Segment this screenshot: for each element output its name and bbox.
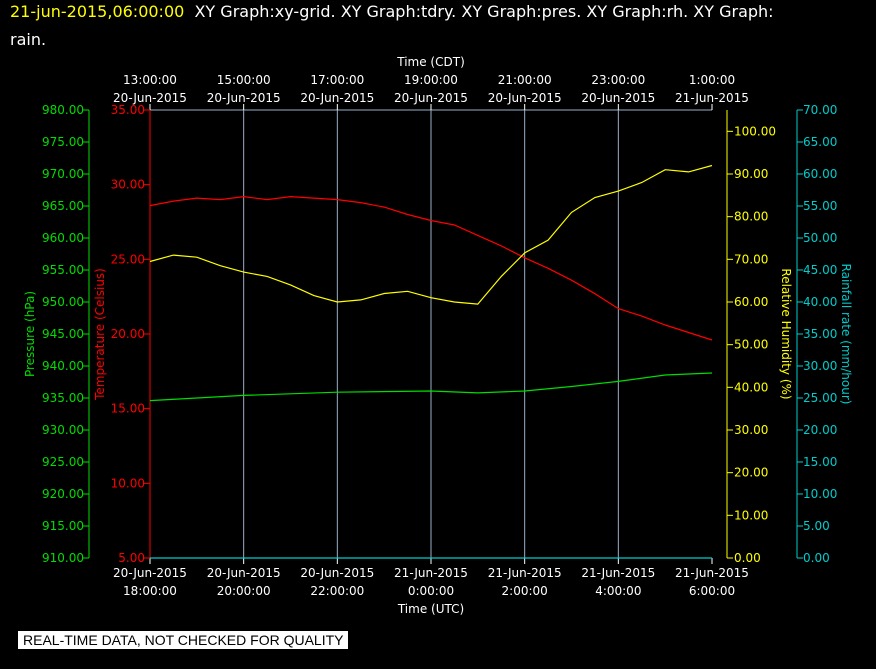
x-top-tick-date: 20-Jun-2015	[300, 91, 374, 105]
x-bottom-tick-time: 0:00:00	[408, 584, 454, 598]
x-bottom-axis-label: Time (UTC)	[397, 602, 464, 616]
pres-tick-label: 925.00	[42, 455, 84, 469]
rain-axis-title: Rainfall rate (mm/hour)	[839, 264, 853, 405]
tdry-tick-label: 20.00	[111, 327, 145, 341]
x-top-tick-date: 20-Jun-2015	[113, 91, 187, 105]
rain-tick-label: 15.00	[803, 455, 837, 469]
grid	[243, 110, 619, 558]
x-top-tick-time: 17:00:00	[310, 73, 364, 87]
x-bottom-tick-time: 4:00:00	[595, 584, 641, 598]
rh-tick-label: 10.00	[734, 508, 768, 522]
rain-tick-label: 55.00	[803, 199, 837, 213]
rain-tick-label: 70.00	[803, 103, 837, 117]
pres-series-line	[149, 372, 713, 402]
x-bottom-tick-date: 21-Jun-2015	[488, 566, 562, 580]
tdry-tick-label: 15.00	[111, 402, 145, 416]
rh-tick-label: 90.00	[734, 167, 768, 181]
x-top-tick-date: 20-Jun-2015	[488, 91, 562, 105]
x-top-tick-time: 19:00:00	[404, 73, 458, 87]
x-bottom-tick-time: 2:00:00	[502, 584, 548, 598]
x-top-tick-time: 21:00:00	[498, 73, 552, 87]
x-top-tick-date: 20-Jun-2015	[581, 91, 655, 105]
rh-tick-label: 20.00	[734, 466, 768, 480]
rain-tick-label: 40.00	[803, 295, 837, 309]
x-bottom-tick-time: 20:00:00	[217, 584, 271, 598]
pres-tick-label: 910.00	[42, 551, 84, 565]
rain-tick-label: 50.00	[803, 231, 837, 245]
tdry-tick-label: 35.00	[111, 103, 145, 117]
rh-tick-label: 60.00	[734, 295, 768, 309]
tdry-tick-label: 5.00	[118, 551, 145, 565]
pres-tick-label: 945.00	[42, 327, 84, 341]
pres-axis-title: Pressure (hPa)	[23, 291, 37, 377]
x-top-tick-time: 13:00:00	[123, 73, 177, 87]
header-timestamp: 21-jun-2015,06:00:00	[10, 2, 185, 21]
pres-tick-label: 940.00	[42, 359, 84, 373]
rain-tick-label: 20.00	[803, 423, 837, 437]
series-lines	[149, 164, 713, 559]
pres-tick-label: 935.00	[42, 391, 84, 405]
x-bottom-tick-date: 20-Jun-2015	[300, 566, 374, 580]
x-top-tick-date: 20-Jun-2015	[394, 91, 468, 105]
tdry-axis-title: Temperature (Celsius)	[93, 268, 107, 401]
x-top-tick-time: 1:00:00	[689, 73, 735, 87]
x-top-tick-date: 20-Jun-2015	[207, 91, 281, 105]
x-top-tick-date: 21-Jun-2015	[675, 91, 749, 105]
rain-tick-label: 5.00	[803, 519, 830, 533]
pres-tick-label: 980.00	[42, 103, 84, 117]
pres-tick-label: 970.00	[42, 167, 84, 181]
pres-tick-label: 955.00	[42, 263, 84, 277]
rain-tick-label: 45.00	[803, 263, 837, 277]
header-graph-list: XY Graph:xy-grid. XY Graph:tdry. XY Grap…	[194, 2, 774, 21]
tdry-series-line	[149, 195, 713, 341]
x-bottom-tick-date: 21-Jun-2015	[581, 566, 655, 580]
x-top-axis-label: Time (CDT)	[396, 55, 465, 69]
pres-tick-label: 960.00	[42, 231, 84, 245]
rh-tick-label: 30.00	[734, 423, 768, 437]
x-bottom-tick-date: 20-Jun-2015	[113, 566, 187, 580]
rh-tick-label: 50.00	[734, 338, 768, 352]
rain-tick-label: 35.00	[803, 327, 837, 341]
quality-disclaimer: REAL-TIME DATA, NOT CHECKED FOR QUALITY	[18, 631, 349, 649]
x-bottom-tick-date: 21-Jun-2015	[394, 566, 468, 580]
header-title: 21-jun-2015,06:00:00 XY Graph:xy-grid. X…	[10, 2, 774, 21]
pres-tick-label: 920.00	[42, 487, 84, 501]
x-bottom-tick-date: 21-Jun-2015	[675, 566, 749, 580]
x-top-tick-time: 23:00:00	[591, 73, 645, 87]
rh-axis-title: Relative Humidity (%)	[779, 268, 793, 399]
tdry-tick-label: 25.00	[111, 252, 145, 266]
rh-series-line	[149, 164, 713, 305]
rain-tick-label: 30.00	[803, 359, 837, 373]
pres-tick-label: 975.00	[42, 135, 84, 149]
rain-tick-label: 10.00	[803, 487, 837, 501]
rh-tick-label: 40.00	[734, 380, 768, 394]
x-bottom-tick-time: 18:00:00	[123, 584, 177, 598]
rh-tick-label: 80.00	[734, 210, 768, 224]
tdry-tick-label: 30.00	[111, 178, 145, 192]
x-bottom-tick-date: 20-Jun-2015	[207, 566, 281, 580]
x-bottom-tick-time: 6:00:00	[689, 584, 735, 598]
pres-tick-label: 915.00	[42, 519, 84, 533]
axes: 20-Jun-2015 18:00:00 20-Jun-2015 20:00:00 20…	[23, 55, 853, 616]
rain-tick-label: 65.00	[803, 135, 837, 149]
pres-tick-label: 965.00	[42, 199, 84, 213]
pres-tick-label: 950.00	[42, 295, 84, 309]
rh-tick-label: 0.00	[734, 551, 761, 565]
header-graph-list-continued: rain.	[10, 30, 47, 49]
x-top-tick-time: 15:00:00	[217, 73, 271, 87]
x-bottom-tick-time: 22:00:00	[310, 584, 364, 598]
rh-tick-label: 70.00	[734, 252, 768, 266]
rh-tick-label: 100.00	[734, 124, 776, 138]
tdry-tick-label: 10.00	[111, 476, 145, 490]
rain-tick-label: 60.00	[803, 167, 837, 181]
rain-tick-label: 0.00	[803, 551, 830, 565]
rain-tick-label: 25.00	[803, 391, 837, 405]
pres-tick-label: 930.00	[42, 423, 84, 437]
